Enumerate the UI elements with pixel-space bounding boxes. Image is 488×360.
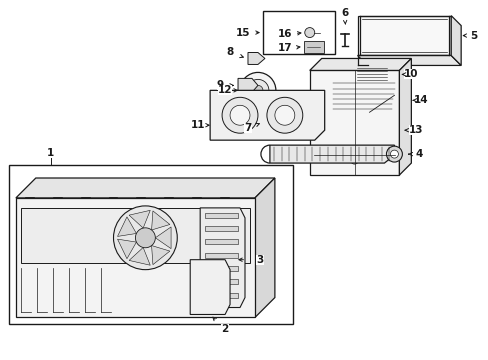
Circle shape	[246, 80, 268, 101]
Polygon shape	[129, 210, 150, 228]
Bar	[205, 279, 238, 284]
Bar	[205, 239, 238, 244]
Bar	[205, 293, 238, 298]
Circle shape	[222, 97, 258, 133]
Polygon shape	[354, 64, 388, 84]
Polygon shape	[151, 211, 169, 230]
Text: 4: 4	[415, 149, 422, 159]
Text: 10: 10	[403, 69, 418, 80]
Circle shape	[389, 150, 398, 158]
Text: 2: 2	[221, 324, 228, 334]
Polygon shape	[399, 58, 410, 175]
Polygon shape	[269, 145, 394, 163]
Polygon shape	[117, 239, 136, 259]
Bar	[303, 41, 323, 54]
Text: 12: 12	[217, 85, 232, 95]
Polygon shape	[16, 198, 254, 318]
Polygon shape	[151, 246, 169, 265]
Text: 9: 9	[216, 80, 223, 90]
Circle shape	[266, 97, 302, 133]
Text: 6: 6	[340, 8, 347, 18]
Circle shape	[135, 228, 155, 248]
Polygon shape	[388, 69, 399, 82]
Text: 1: 1	[47, 148, 54, 158]
Polygon shape	[329, 80, 408, 112]
Polygon shape	[254, 178, 274, 318]
Text: 8: 8	[226, 48, 233, 58]
Polygon shape	[450, 15, 460, 66]
Polygon shape	[357, 55, 460, 66]
Polygon shape	[155, 227, 171, 249]
Circle shape	[263, 115, 272, 125]
Text: 13: 13	[408, 125, 423, 135]
Bar	[9, 165, 292, 324]
Bar	[205, 213, 238, 218]
Bar	[263, 11, 334, 54]
Polygon shape	[309, 71, 399, 175]
Circle shape	[304, 28, 314, 37]
Text: 14: 14	[413, 95, 428, 105]
Bar	[205, 253, 238, 258]
Bar	[205, 266, 238, 271]
Text: 16: 16	[277, 28, 292, 39]
Bar	[205, 226, 238, 231]
Polygon shape	[200, 208, 244, 307]
Circle shape	[252, 85, 263, 95]
Text: 17: 17	[277, 42, 292, 53]
Circle shape	[240, 72, 275, 108]
Polygon shape	[309, 58, 410, 71]
Polygon shape	[129, 247, 150, 265]
Polygon shape	[16, 178, 274, 198]
Circle shape	[113, 206, 177, 270]
Text: 11: 11	[190, 120, 205, 130]
Polygon shape	[357, 15, 450, 55]
Text: 7: 7	[244, 123, 251, 133]
Text: 5: 5	[469, 31, 477, 41]
Circle shape	[386, 146, 402, 162]
Polygon shape	[210, 90, 324, 140]
Bar	[21, 208, 249, 263]
Polygon shape	[247, 53, 264, 64]
Text: 3: 3	[256, 255, 263, 265]
Polygon shape	[190, 260, 229, 315]
Circle shape	[229, 105, 249, 125]
Circle shape	[274, 105, 294, 125]
Text: 15: 15	[235, 28, 250, 37]
Polygon shape	[117, 217, 136, 237]
Polygon shape	[238, 78, 258, 92]
